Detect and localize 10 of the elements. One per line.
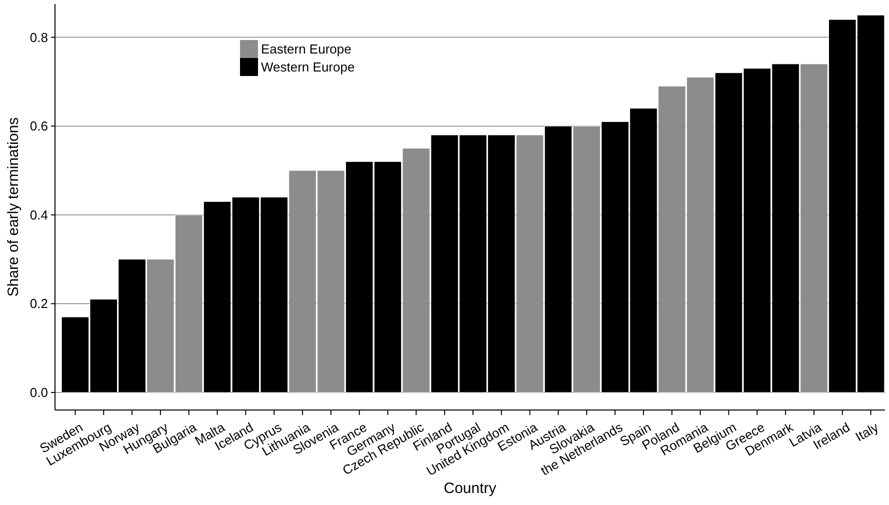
legend-label: Western Europe — [261, 60, 355, 75]
legend-label: Eastern Europe — [261, 42, 352, 57]
y-tick-label: 0.4 — [30, 207, 48, 222]
x-tick-label: Italy — [852, 419, 882, 444]
y-axis-title: Share of early terminations — [5, 117, 22, 297]
y-tick-label: 0.0 — [30, 385, 48, 400]
y-tick-label: 0.2 — [30, 296, 48, 312]
x-axis-title: Country — [444, 480, 497, 497]
y-tick-label: 0.6 — [30, 118, 48, 134]
y-tick-label: 0.8 — [30, 30, 48, 45]
